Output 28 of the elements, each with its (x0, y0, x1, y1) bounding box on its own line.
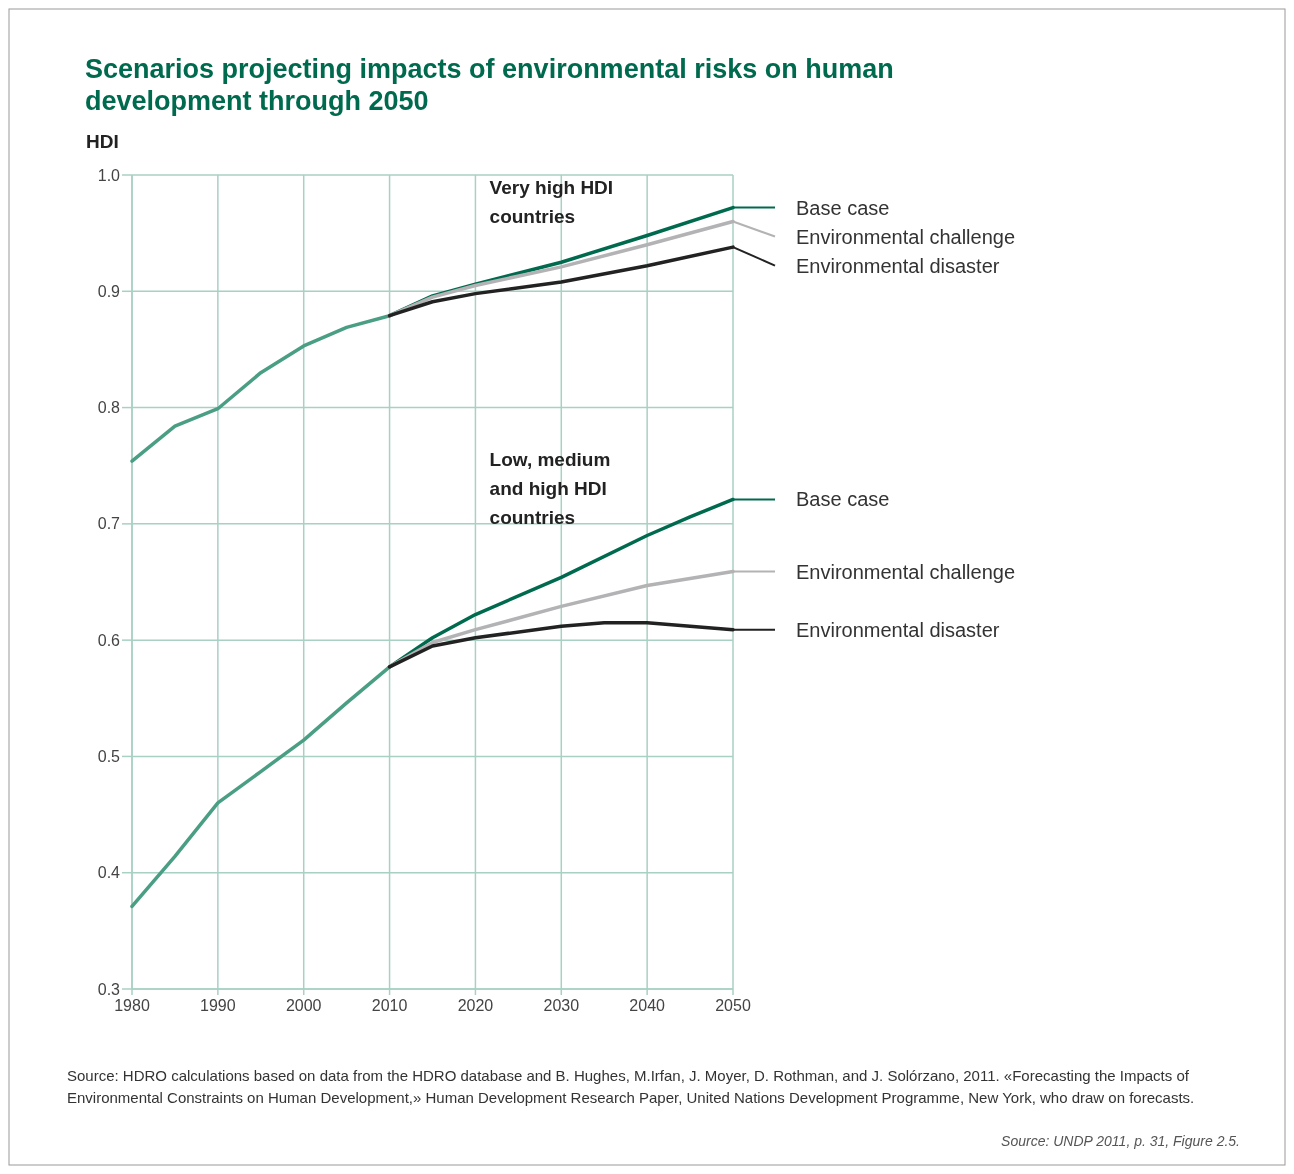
y-axis-title: HDI (86, 131, 119, 152)
legend-label: Environmental disaster (796, 254, 1000, 277)
legend-label: Environmental disaster (796, 618, 1000, 641)
chart-title: Scenarios projecting impacts of environmental risks on human development through 2050 (85, 54, 894, 116)
y-tick-label: 0.8 (97, 399, 121, 417)
y-tick-label: 0.3 (97, 980, 121, 998)
source-note: Source: HDRO calculations based on data from the HDRO database and B. Hughes, M.Irfan, J. Moyer, D. Rothman, and J. Solórzano, 2011. «Forecasting the Impacts of Environmental Constraints on Human Development,» Human Development Research Paper, United Nations Development Programme, New York, who draw on forecasts. (67, 1067, 1195, 1106)
x-tick-label: 2020 (457, 997, 494, 1014)
y-tick-label: 0.6 (97, 631, 121, 649)
x-tick-label: 2010 (371, 997, 408, 1014)
legend-label: Base case (796, 488, 890, 511)
legend-label: Environmental challenge (796, 560, 1016, 583)
y-tick-label: 0.5 (97, 748, 121, 766)
x-tick-label: 2050 (715, 997, 751, 1014)
x-tick-label: 1990 (200, 997, 236, 1014)
x-tick-label: 2040 (629, 997, 666, 1014)
x-tick-label: 1980 (114, 997, 150, 1014)
legend-label: Base case (796, 196, 890, 219)
x-tick-label: 2030 (543, 997, 580, 1014)
annotation: Low, medium and high HDI countries (489, 449, 611, 529)
source-note: Source: UNDP 2011, p. 31, Figure 2.5. (1001, 1133, 1240, 1149)
legend-label: Environmental challenge (796, 225, 1016, 248)
y-tick-label: 0.7 (97, 515, 121, 533)
annotation: Very high HDI countries (489, 176, 614, 227)
y-tick-label: 0.4 (97, 864, 121, 882)
y-tick-label: 1.0 (97, 166, 121, 184)
x-tick-label: 2000 (285, 997, 322, 1014)
y-tick-label: 0.9 (97, 282, 121, 300)
